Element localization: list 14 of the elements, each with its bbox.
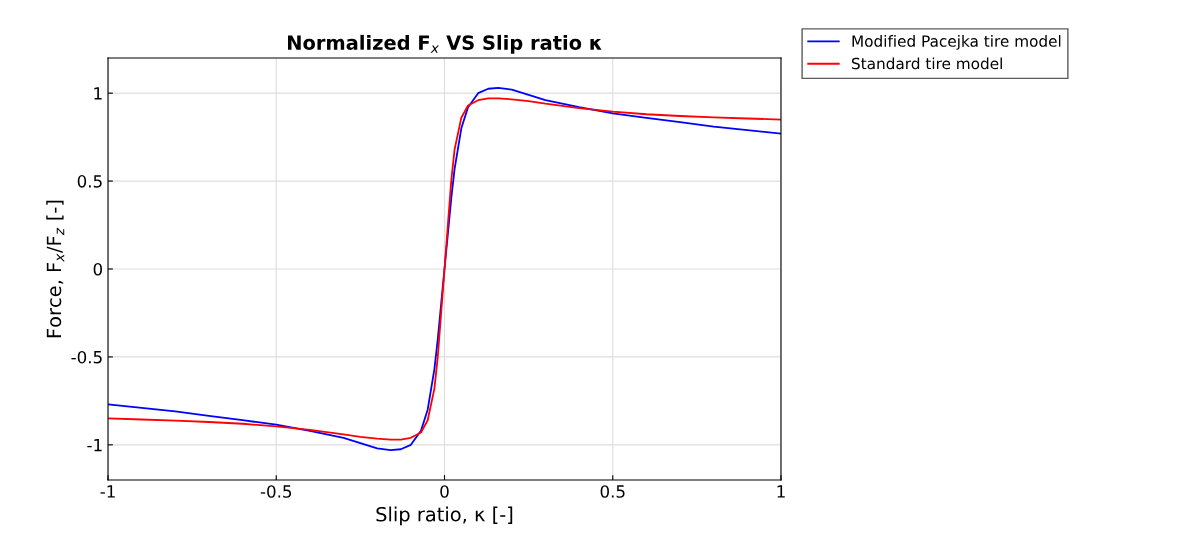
y-tick-label: 0 — [93, 262, 103, 276]
y-axis-title: Force, F$_{x}$/F$_{z}$ [-] — [46, 200, 65, 338]
y-tick-label: -1 — [87, 439, 102, 452]
x-tick-label: 0.5 — [600, 485, 625, 498]
x-tick-label: -0.5 — [260, 485, 292, 498]
x-tick-label: 0 — [440, 485, 449, 498]
legend-label: Standard tire model — [852, 57, 1002, 70]
y-tick-label: 0.5 — [77, 175, 102, 188]
x-tick-label: 1 — [777, 485, 785, 498]
chart-title: Normalized F$_{x}$ VS Slip ratio κ — [288, 34, 602, 54]
x-axis-title: Slip ratio, κ [-] — [376, 506, 513, 526]
y-tick-label: 1 — [94, 87, 102, 100]
legend-label: Modified Pacejka tire model — [852, 35, 1061, 50]
y-tick-label: -0.5 — [71, 350, 102, 364]
